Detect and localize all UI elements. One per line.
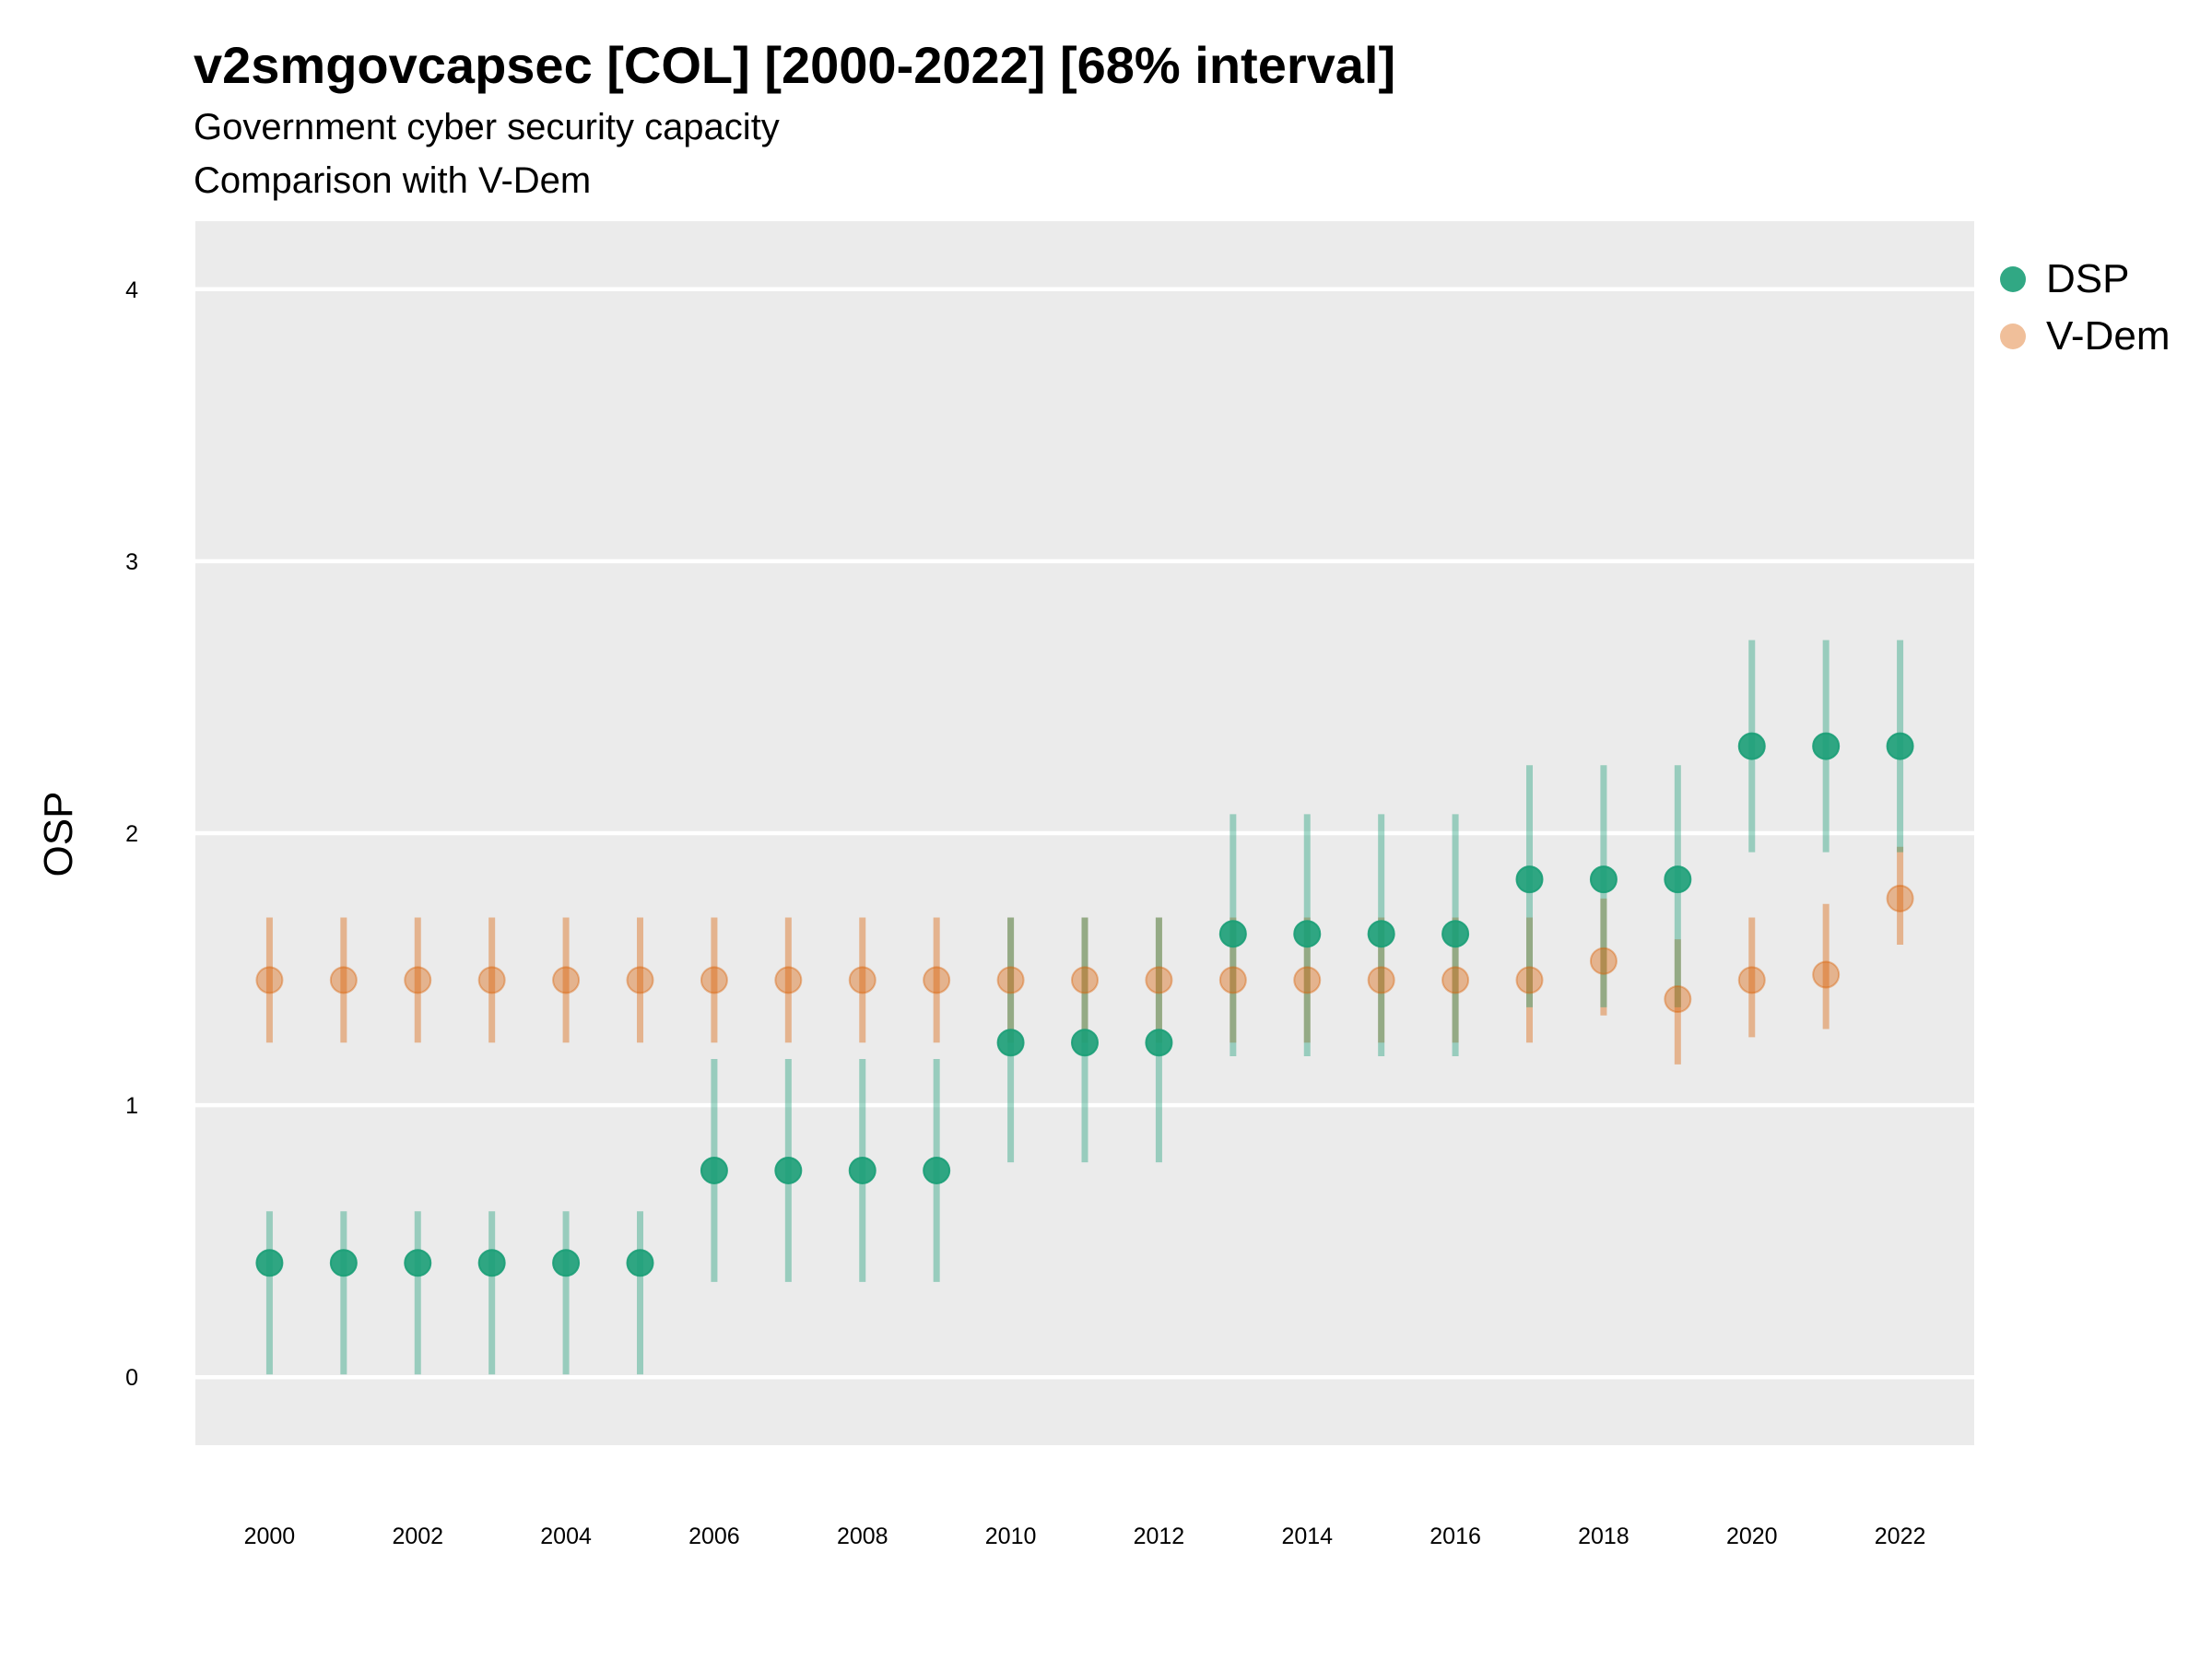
point-dsp-2016 <box>1441 920 1470 948</box>
x-tick-label: 2018 <box>1578 1524 1630 1549</box>
y-tick-label: 2 <box>125 821 138 847</box>
y-tick-label: 1 <box>125 1093 138 1119</box>
point-vdem-2015 <box>1367 966 1395 994</box>
y-tick-label: 0 <box>125 1365 138 1391</box>
point-vdem-2010 <box>996 966 1025 994</box>
point-vdem-2018 <box>1589 947 1618 975</box>
point-dsp-2020 <box>1737 732 1766 760</box>
point-dsp-2010 <box>996 1029 1025 1057</box>
point-dsp-2007 <box>774 1156 803 1184</box>
legend-swatch-vdem <box>2000 324 2026 349</box>
point-vdem-2014 <box>1293 966 1322 994</box>
point-dsp-2018 <box>1589 865 1618 894</box>
legend-item-vdem: V-Dem <box>2000 308 2170 365</box>
chart-title: v2smgovcapsec [COL] [2000-2022] [68% int… <box>194 36 1396 94</box>
x-tick-label: 2004 <box>540 1524 592 1549</box>
point-dsp-2022 <box>1886 732 1914 760</box>
point-vdem-2000 <box>255 966 284 994</box>
point-vdem-2006 <box>700 966 728 994</box>
point-dsp-2021 <box>1812 732 1841 760</box>
point-vdem-2011 <box>1071 966 1099 994</box>
point-vdem-2002 <box>404 966 432 994</box>
chart-caption: Comparison with V-Dem <box>194 160 592 201</box>
point-vdem-2012 <box>1145 966 1173 994</box>
y-tick-label: 4 <box>125 277 138 303</box>
data-marks <box>255 640 1914 1375</box>
point-dsp-2008 <box>848 1156 877 1184</box>
point-dsp-2019 <box>1664 865 1692 894</box>
x-tick-label: 2016 <box>1430 1524 1481 1549</box>
point-dsp-2017 <box>1515 865 1544 894</box>
legend-item-dsp: DSP <box>2000 251 2170 308</box>
y-axis-ticks: 0 1 2 3 4 <box>125 277 138 1391</box>
point-vdem-2001 <box>329 966 358 994</box>
legend-label-vdem: V-Dem <box>2046 313 2171 359</box>
point-vdem-2019 <box>1664 985 1692 1014</box>
x-tick-label: 2008 <box>837 1524 888 1549</box>
x-tick-label: 2012 <box>1134 1524 1185 1549</box>
point-vdem-2008 <box>848 966 877 994</box>
y-tick-label: 3 <box>125 549 138 575</box>
legend: DSP V-Dem <box>2000 251 2170 365</box>
point-dsp-2015 <box>1367 920 1395 948</box>
x-tick-label: 2022 <box>1875 1524 1926 1549</box>
x-axis-ticks: 2000 2002 2004 2006 2008 2010 2012 2014 2016 2018… <box>244 1524 1926 1549</box>
point-vdem-2020 <box>1737 966 1766 994</box>
point-dsp-2005 <box>626 1249 654 1277</box>
point-dsp-2011 <box>1071 1029 1099 1057</box>
point-dsp-2001 <box>329 1249 358 1277</box>
x-tick-label: 2006 <box>688 1524 740 1549</box>
gridlines <box>195 287 1974 1380</box>
legend-label-dsp: DSP <box>2046 256 2130 301</box>
y-axis-label: OSP <box>36 792 81 877</box>
point-vdem-2003 <box>477 966 506 994</box>
x-tick-label: 2000 <box>244 1524 296 1549</box>
point-dsp-2012 <box>1145 1029 1173 1057</box>
x-tick-label: 2010 <box>985 1524 1037 1549</box>
point-vdem-2013 <box>1218 966 1247 994</box>
point-dsp-2013 <box>1218 920 1247 948</box>
point-dsp-2014 <box>1293 920 1322 948</box>
point-vdem-2021 <box>1812 960 1841 989</box>
chart-subtitle: Government cyber security capacity <box>194 107 780 147</box>
point-dsp-2003 <box>477 1249 506 1277</box>
point-dsp-2000 <box>255 1249 284 1277</box>
point-vdem-2009 <box>923 966 951 994</box>
point-vdem-2022 <box>1886 884 1914 912</box>
point-dsp-2009 <box>923 1156 951 1184</box>
point-dsp-2004 <box>552 1249 581 1277</box>
point-vdem-2005 <box>626 966 654 994</box>
point-vdem-2004 <box>552 966 581 994</box>
legend-swatch-dsp <box>2000 266 2026 292</box>
point-dsp-2002 <box>404 1249 432 1277</box>
point-vdem-2017 <box>1515 966 1544 994</box>
point-vdem-2007 <box>774 966 803 994</box>
x-tick-label: 2014 <box>1281 1524 1333 1549</box>
x-tick-label: 2020 <box>1726 1524 1778 1549</box>
x-tick-label: 2002 <box>392 1524 443 1549</box>
point-dsp-2006 <box>700 1156 728 1184</box>
point-vdem-2016 <box>1441 966 1470 994</box>
